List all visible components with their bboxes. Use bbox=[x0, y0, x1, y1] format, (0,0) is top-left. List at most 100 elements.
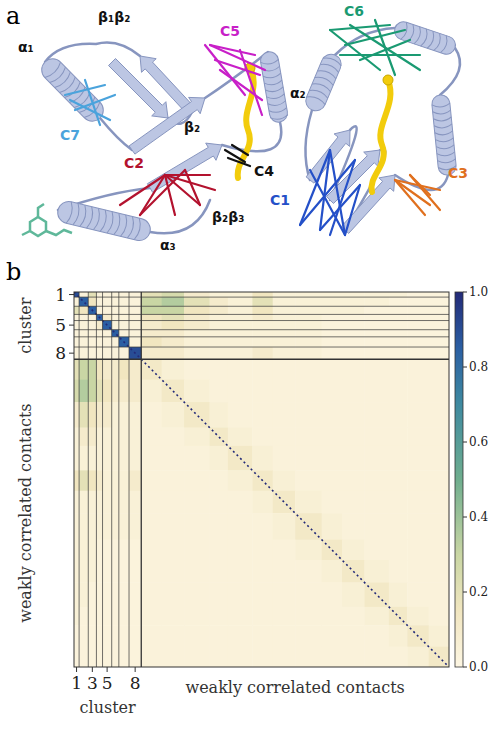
heat-cell bbox=[407, 446, 429, 471]
heat-cell bbox=[364, 314, 389, 321]
heat-cell bbox=[96, 330, 103, 338]
heat-cell bbox=[112, 582, 120, 607]
segment-boundary bbox=[102, 292, 103, 667]
heat-cell bbox=[162, 625, 185, 647]
heat-cell bbox=[322, 625, 343, 647]
contact-line bbox=[65, 85, 105, 95]
heat-cell bbox=[96, 647, 103, 667]
heat-cell bbox=[184, 330, 210, 338]
contact-line bbox=[75, 95, 115, 110]
contact-cluster bbox=[225, 145, 250, 166]
heat-cell bbox=[79, 625, 89, 647]
helix-turn bbox=[261, 59, 279, 65]
heat-cell bbox=[103, 380, 113, 403]
colorbar-tick bbox=[463, 292, 467, 293]
heat-cell bbox=[273, 347, 296, 360]
heat-cell bbox=[119, 625, 130, 647]
heat-cell bbox=[342, 380, 365, 403]
heat-cell bbox=[88, 359, 97, 380]
helix-turn bbox=[264, 80, 282, 86]
heat-cell bbox=[210, 359, 229, 380]
contact-line bbox=[140, 170, 185, 215]
heat-cell bbox=[407, 292, 429, 298]
colorbar-tick bbox=[463, 667, 467, 668]
heat-cell bbox=[112, 306, 120, 315]
heat-cell bbox=[322, 560, 343, 583]
heat-cell bbox=[228, 513, 253, 540]
heat-cell bbox=[129, 297, 142, 307]
heat-cell bbox=[273, 297, 296, 307]
heat-cell bbox=[74, 582, 80, 607]
heat-cell bbox=[103, 470, 113, 491]
helix-turn bbox=[309, 88, 329, 98]
heat-cell bbox=[364, 306, 389, 315]
heat-cell bbox=[79, 337, 89, 348]
heat-cell bbox=[322, 337, 343, 348]
heat-cell bbox=[162, 337, 185, 348]
helix-turn bbox=[269, 108, 287, 114]
heat-cell bbox=[429, 540, 449, 561]
heat-cell bbox=[342, 625, 365, 647]
heat-cell bbox=[252, 292, 273, 298]
heat-cell bbox=[322, 321, 343, 331]
heat-cell bbox=[79, 540, 89, 561]
heat-cell bbox=[252, 428, 273, 447]
helix-turn bbox=[427, 31, 436, 49]
cluster-label: C7 bbox=[60, 127, 80, 143]
heat-cell bbox=[407, 513, 429, 540]
helix-turn bbox=[433, 110, 451, 115]
heat-cell bbox=[96, 380, 103, 403]
helix-turn bbox=[433, 117, 451, 122]
heat-cell bbox=[184, 314, 210, 321]
y-tick-label: 1 bbox=[55, 285, 66, 305]
heat-cell bbox=[295, 428, 322, 447]
heat-cell bbox=[74, 560, 80, 583]
heat-cell bbox=[342, 607, 365, 626]
strand bbox=[129, 97, 205, 154]
heat-cell bbox=[407, 380, 429, 403]
heat-cell bbox=[129, 513, 142, 540]
heat-cell bbox=[103, 582, 113, 607]
heat-cell bbox=[273, 607, 296, 626]
helix-turn bbox=[265, 87, 283, 93]
heat-cell bbox=[364, 446, 389, 471]
heat-cell bbox=[295, 380, 322, 403]
heat-cell bbox=[103, 337, 113, 348]
heat-cell bbox=[364, 470, 389, 491]
heat-cell bbox=[88, 314, 97, 321]
contact-line bbox=[330, 25, 390, 30]
heat-cell bbox=[322, 470, 343, 491]
heat-cell bbox=[119, 297, 130, 307]
heat-cell bbox=[389, 560, 408, 583]
heat-cell bbox=[429, 337, 449, 348]
y-tick bbox=[69, 353, 74, 354]
heat-cell bbox=[79, 446, 89, 471]
heat-cell bbox=[389, 540, 408, 561]
helix-turn bbox=[107, 212, 115, 234]
heat-cell bbox=[429, 470, 449, 491]
heat-cell bbox=[389, 347, 408, 360]
heat-cell bbox=[74, 540, 80, 561]
heat-cell bbox=[210, 491, 229, 514]
heat-cell bbox=[389, 314, 408, 321]
heat-cell bbox=[112, 491, 120, 514]
heat-cell bbox=[407, 321, 429, 331]
heat-cell bbox=[228, 582, 253, 607]
heat-cell bbox=[252, 359, 273, 380]
heat-cell bbox=[252, 321, 273, 331]
heat-cell bbox=[184, 647, 210, 667]
heat-cell bbox=[322, 647, 343, 667]
heat-cell bbox=[119, 347, 130, 360]
x-tick bbox=[107, 667, 108, 672]
heat-cell bbox=[103, 625, 113, 647]
heat-cell bbox=[228, 321, 253, 331]
heat-cell bbox=[112, 540, 120, 561]
helix bbox=[303, 51, 344, 114]
heat-cell bbox=[88, 607, 97, 626]
heat-cell bbox=[364, 607, 389, 626]
heat-cell bbox=[129, 428, 142, 447]
heat-cell bbox=[322, 292, 343, 298]
helix-turn bbox=[66, 202, 74, 224]
heat-cell bbox=[74, 513, 80, 540]
heat-cell bbox=[112, 314, 120, 321]
